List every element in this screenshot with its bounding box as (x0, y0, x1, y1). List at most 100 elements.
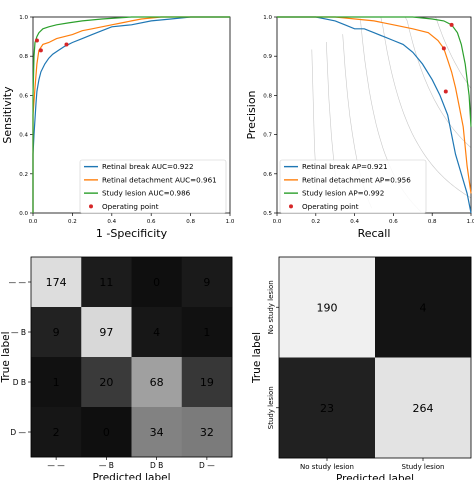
series-line-2 (277, 16, 472, 127)
y-tick-label: D — (10, 428, 26, 437)
operating-point (443, 89, 448, 94)
matrix-cell (31, 357, 82, 408)
matrix-cell (375, 257, 472, 358)
x-tick-label: 0.6 (389, 219, 398, 225)
y-tick-label: D B (13, 378, 26, 387)
cell-value: 23 (320, 402, 334, 415)
y-tick-label: 1.0 (263, 15, 272, 21)
x-axis-label: Predicted label (336, 473, 414, 480)
x-tick-label: 0.0 (273, 219, 282, 225)
x-tick-label: 0.2 (68, 219, 77, 225)
y-axis-label: True label (0, 331, 12, 383)
x-tick-label: 0.8 (428, 219, 437, 225)
cell-value: 20 (99, 376, 113, 389)
legend-label-0: Retinal break AUC=0.922 (102, 162, 194, 171)
matrix-cell (131, 307, 183, 358)
legend-marker-operating-point (89, 204, 93, 209)
cell-value: 1 (203, 326, 210, 339)
x-tick-label: 0.4 (107, 219, 116, 225)
x-axis-label: Predicted label (92, 472, 170, 480)
x-tick-label: 0.6 (147, 219, 156, 225)
cell-value: 1 (53, 376, 60, 389)
series-line-0 (277, 16, 472, 214)
cell-value: 32 (200, 426, 214, 439)
cell-value: 9 (53, 326, 60, 339)
matrix-cell (81, 407, 132, 458)
matrix-cell (131, 407, 183, 458)
matrix-cell (31, 257, 82, 308)
series-line-1 (32, 16, 230, 213)
matrix-cell (31, 307, 82, 358)
y-tick-label: 0.8 (263, 93, 272, 99)
y-tick-label: 0.9 (263, 54, 272, 60)
matrix-frame (30, 256, 233, 458)
cell-value: 34 (150, 426, 164, 439)
x-tick-label: D — (199, 461, 215, 470)
operating-point (38, 48, 43, 53)
x-axis-label: Recall (358, 227, 391, 240)
x-tick-label: 0.8 (186, 219, 195, 225)
cell-value: 2 (53, 426, 60, 439)
matrix-cell (181, 307, 233, 358)
y-tick-label: Study lesion (267, 386, 275, 429)
operating-point (34, 38, 39, 43)
x-tick-label: 1.0 (467, 219, 474, 225)
x-tick-label: — B (99, 461, 114, 470)
matrix-cell (279, 257, 376, 358)
legend: Retinal break AP=0.921 Retinal detachment… (279, 159, 427, 214)
y-tick-label: 1.0 (19, 15, 28, 21)
matrix-cell (81, 257, 132, 308)
cell-value: 11 (99, 276, 113, 289)
x-tick-label: — — (47, 461, 65, 470)
y-axis-label: Sensitivity (1, 86, 14, 144)
y-tick-label: — — (9, 278, 27, 287)
cell-value: 9 (203, 276, 210, 289)
legend-box (79, 159, 227, 214)
matrix-cell (131, 357, 183, 408)
series-line-0 (32, 16, 230, 213)
iso-f1-curve (403, 16, 472, 149)
roc-panel: 0.0 0.2 0.4 0.6 0.8 1.0 0.0 0.2 0.4 0.6 0.8 1.0 1 -S… (1, 15, 235, 240)
pr-panel: 0.0 0.2 0.4 0.6 0.8 1.0 0.5 0.6 0.7 0.8 0.9 1.0 Reca… (245, 15, 474, 240)
legend-marker-operating-point (289, 204, 293, 209)
matrix-cell (279, 357, 376, 459)
cell-value: 264 (413, 402, 434, 415)
x-tick-label: 1.0 (226, 219, 235, 225)
operating-point (441, 46, 446, 51)
y-tick-label: 0.5 (263, 211, 272, 217)
y-tick-label: 0.4 (19, 133, 28, 139)
y-tick-label: — B (11, 328, 26, 337)
iso-f1-curve (430, 16, 472, 89)
cell-value: 0 (153, 276, 160, 289)
x-tick-label: No study lesion (300, 463, 354, 471)
matrix-cell (81, 357, 132, 408)
y-tick-label: 0.7 (263, 133, 272, 139)
y-tick-label: 0.0 (19, 211, 28, 217)
matrix-cell (181, 357, 233, 408)
legend-label-2: Study lesion AP=0.992 (302, 189, 384, 198)
x-tick-label: 0.4 (350, 219, 359, 225)
y-axis-label: True label (251, 332, 263, 384)
operating-point (449, 22, 454, 27)
legend: Retinal break AUC=0.922 Retinal detachmen… (79, 159, 227, 214)
matrix-frame (278, 256, 472, 459)
operating-point (64, 42, 69, 47)
y-tick-label: 0.6 (19, 93, 28, 99)
matrix-cell (181, 257, 233, 308)
cell-value: 19 (200, 376, 214, 389)
iso-f1-curve (380, 16, 472, 199)
cell-value: 4 (153, 326, 160, 339)
matrix-cell (131, 257, 183, 308)
y-tick-label: No study lesion (267, 280, 275, 334)
confusion-matrix-binary: 190 4 23 264 No study lesion Study lesion No s… (251, 256, 472, 480)
legend-label-1: Retinal detachment AP=0.956 (302, 175, 411, 184)
y-tick-label: 0.8 (19, 54, 28, 60)
x-tick-label: Study lesion (402, 463, 445, 471)
cell-value: 97 (99, 326, 113, 339)
cell-value: 4 (420, 301, 427, 314)
y-tick-label: 0.6 (263, 172, 272, 178)
cell-value: 190 (317, 301, 338, 314)
matrix-cell (31, 407, 82, 458)
y-tick-label: 0.2 (19, 172, 28, 178)
